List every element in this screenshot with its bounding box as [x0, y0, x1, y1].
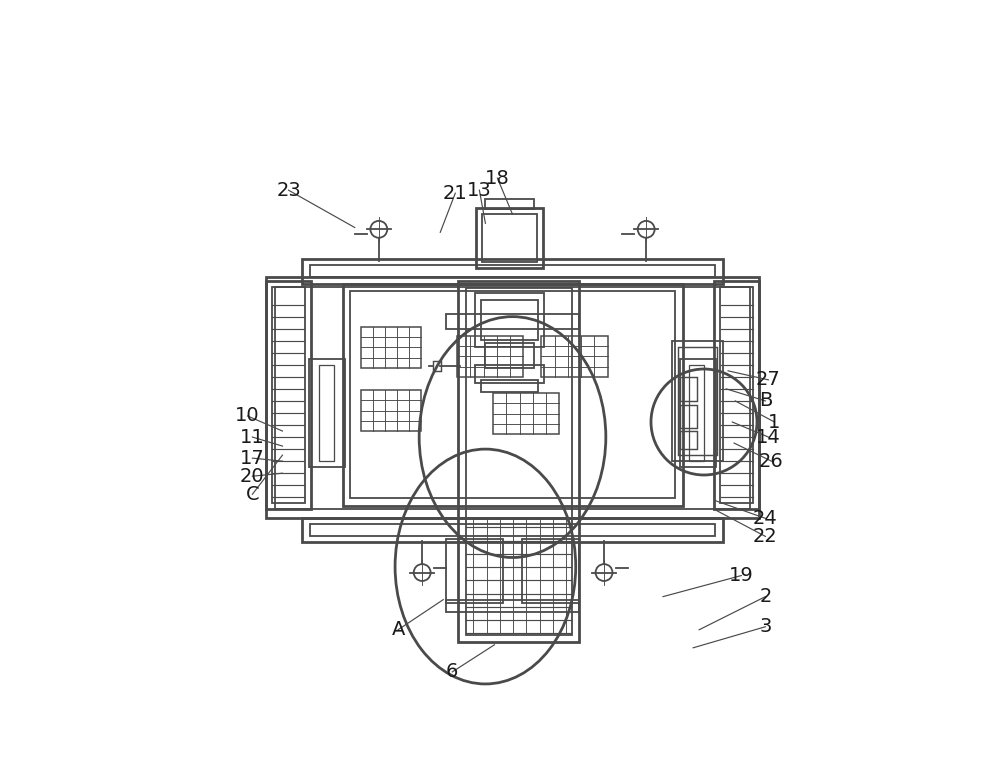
Bar: [446, 314, 579, 328]
Text: A: A: [391, 620, 405, 639]
Text: 14: 14: [756, 428, 781, 447]
Bar: [275, 286, 750, 509]
Text: 26: 26: [759, 452, 784, 471]
Text: 6: 6: [446, 662, 458, 681]
Text: 10: 10: [235, 407, 260, 425]
Text: C: C: [246, 485, 259, 504]
Bar: [680, 431, 697, 449]
Bar: [446, 600, 579, 612]
Text: 18: 18: [485, 169, 510, 188]
Text: 17: 17: [240, 449, 265, 468]
Bar: [309, 359, 345, 467]
Text: 1: 1: [768, 413, 781, 432]
Bar: [475, 292, 544, 346]
Bar: [493, 393, 559, 434]
Text: 21: 21: [443, 184, 468, 203]
Bar: [481, 300, 538, 339]
Text: 27: 27: [756, 371, 781, 389]
Bar: [680, 377, 697, 401]
Bar: [266, 281, 311, 509]
Bar: [482, 214, 537, 263]
Bar: [672, 341, 723, 461]
Bar: [485, 199, 534, 210]
Bar: [522, 540, 579, 603]
Bar: [319, 364, 334, 461]
Bar: [466, 288, 572, 634]
Bar: [457, 336, 523, 377]
Bar: [541, 336, 608, 377]
Bar: [361, 327, 421, 368]
Bar: [433, 361, 441, 371]
Bar: [476, 208, 543, 268]
Bar: [678, 346, 717, 455]
Text: 11: 11: [240, 428, 265, 447]
Bar: [310, 265, 715, 278]
Text: 13: 13: [467, 181, 492, 199]
Text: 20: 20: [240, 467, 265, 486]
Bar: [272, 286, 305, 504]
Text: 2: 2: [759, 587, 772, 606]
Bar: [302, 518, 723, 543]
Text: 19: 19: [729, 566, 754, 585]
Bar: [310, 525, 715, 536]
Bar: [689, 364, 704, 461]
Bar: [720, 286, 753, 504]
Text: 3: 3: [759, 617, 772, 637]
Text: 22: 22: [753, 527, 778, 546]
Bar: [485, 343, 534, 368]
Bar: [266, 278, 759, 518]
Text: 23: 23: [276, 181, 301, 199]
Bar: [302, 260, 723, 284]
Bar: [680, 405, 697, 428]
Bar: [350, 291, 675, 498]
Bar: [458, 281, 579, 642]
Bar: [475, 364, 544, 383]
Text: B: B: [759, 392, 772, 411]
Bar: [680, 359, 716, 467]
Bar: [446, 540, 503, 603]
Bar: [481, 380, 538, 392]
Bar: [343, 284, 683, 506]
Bar: [714, 281, 759, 509]
Bar: [361, 390, 421, 431]
Text: 24: 24: [753, 509, 778, 528]
